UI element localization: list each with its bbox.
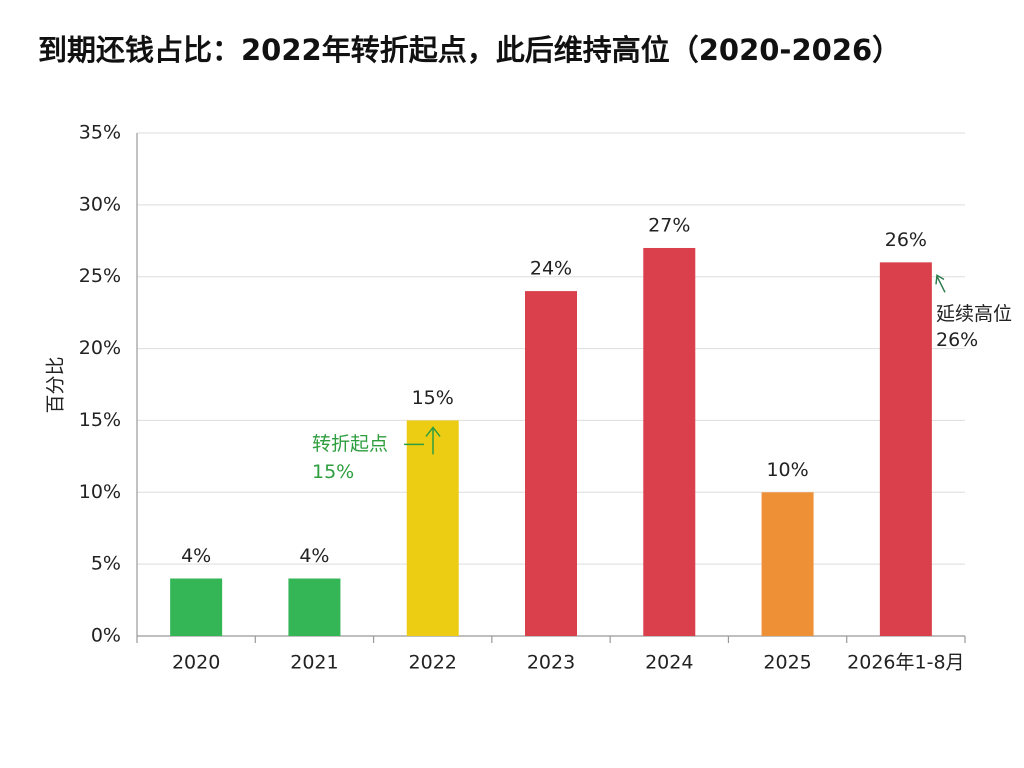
y-tick-label: 30% <box>79 193 121 215</box>
annotation-text: 延续高位 <box>936 303 1012 325</box>
annotation-arrow <box>935 274 946 293</box>
value-label: 10% <box>766 459 808 481</box>
annotation-arrow <box>425 426 441 455</box>
y-tick-label: 35% <box>79 122 121 144</box>
annotation-text: 15% <box>312 461 354 483</box>
x-tick-label: 2025 <box>763 652 811 674</box>
x-tick-label: 2023 <box>527 652 575 674</box>
value-label: 27% <box>648 214 690 236</box>
bar <box>879 262 932 636</box>
y-tick-label: 0% <box>91 625 121 647</box>
y-tick-label: 15% <box>79 409 121 431</box>
y-tick-label: 5% <box>91 553 121 575</box>
bar <box>170 578 223 636</box>
y-axis-label: 百分比 <box>45 356 67 413</box>
chart-title: 到期还钱占比：2022年转折起点，此后维持高位（2020-2026） <box>38 33 901 67</box>
bar <box>406 420 459 636</box>
bar <box>761 492 814 636</box>
x-tick-label: 2024 <box>645 652 693 674</box>
bar <box>288 578 341 636</box>
bar <box>525 291 577 636</box>
bar <box>643 247 696 636</box>
x-tick-label: 2022 <box>409 652 457 674</box>
y-tick-label: 25% <box>79 265 121 287</box>
annotation-text: 26% <box>936 329 978 351</box>
x-tick-label: 2021 <box>290 652 338 674</box>
value-label: 26% <box>885 229 927 251</box>
value-label: 24% <box>530 258 572 280</box>
value-label: 15% <box>412 387 454 409</box>
value-label: 4% <box>299 545 329 567</box>
y-tick-label: 20% <box>79 337 121 359</box>
x-tick-label: 2026年1-8月 <box>847 652 964 674</box>
annotation-text: 转折起点 <box>312 433 388 455</box>
x-tick-label: 2020 <box>172 652 220 674</box>
value-label: 4% <box>181 545 211 567</box>
y-tick-label: 10% <box>79 481 121 503</box>
